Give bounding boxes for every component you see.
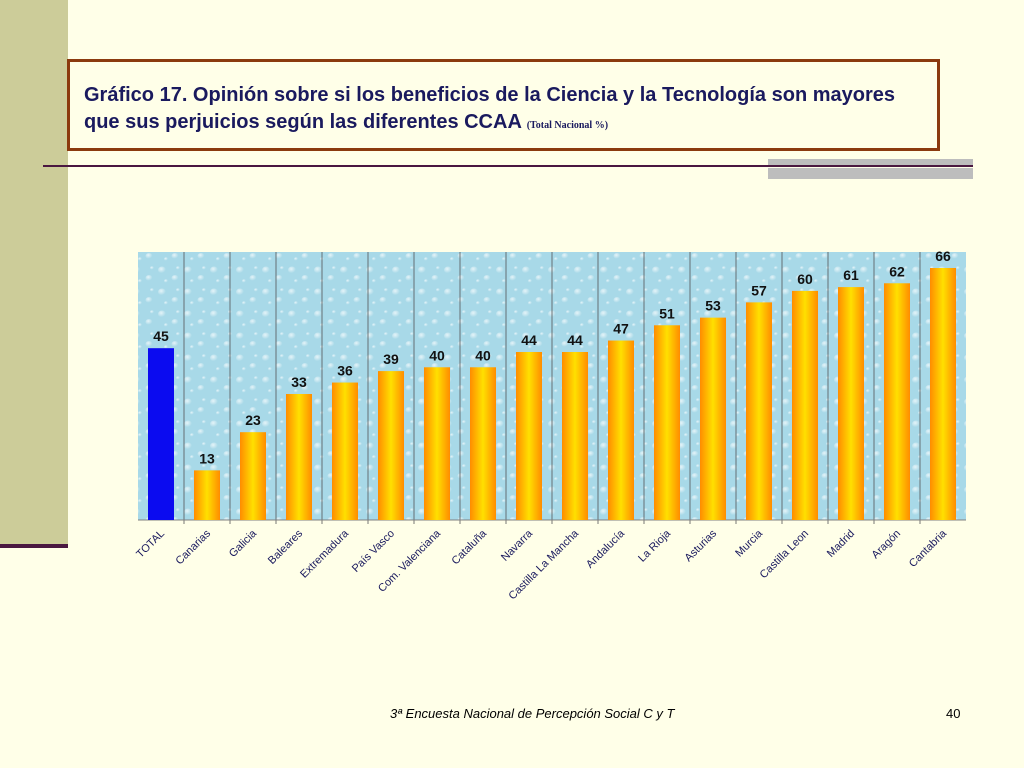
bar [148,348,174,520]
bar [378,371,404,520]
title-box: Gráfico 17. Opinión sobre si los benefic… [67,59,940,151]
title-note: (Total Nacional %) [526,120,609,131]
bar [286,394,312,520]
bar [700,317,726,520]
x-tick-label: Baleares [266,527,306,567]
data-label: 62 [889,263,905,279]
grid-lines [183,252,921,524]
data-label: 61 [843,267,859,283]
data-label: 36 [337,363,353,379]
bar [930,268,956,520]
page-number: 40 [946,706,961,721]
bar [654,325,680,520]
x-tick-label: Extremadura [298,527,352,581]
data-labels: 45 13 23 33 36 39 40 40 44 44 47 51 53 57 60 61 62 66 [153,248,951,466]
data-label: 40 [475,347,491,363]
bar [562,352,588,520]
x-tick-label: País Vasco [350,528,397,575]
side-decoration-band [0,0,68,546]
data-label: 47 [613,321,629,337]
x-tick-label: Madrid [825,528,857,560]
x-tick-labels: TOTAL Canarias Galicia BalearesExtremaduraP… [134,527,949,602]
data-label: 66 [935,248,951,264]
data-label: 51 [659,305,675,321]
data-label: 13 [199,450,215,466]
gray-decoration-bar-bottom [768,168,973,179]
bar [838,287,864,520]
x-tick-label: Murcia [733,527,765,559]
bar [470,367,496,520]
bar [884,283,910,520]
x-tick-label: Aragón [870,528,904,562]
data-label: 33 [291,374,307,390]
x-tick-label: Cantabria [907,527,950,570]
horizontal-rule [43,165,973,167]
bar [746,302,772,520]
data-label: 57 [751,282,767,298]
x-tick-label: Galicia [227,527,260,560]
footer-text: 3ª Encuesta Nacional de Percepción Socia… [390,706,675,721]
gray-decoration-bar-top [768,159,973,165]
data-label: 60 [797,271,813,287]
x-tick-label: Andalucía [584,527,628,571]
data-label: 40 [429,347,445,363]
bar [792,290,818,520]
slide-title: Gráfico 17. Opinión sobre si los benefic… [84,82,924,139]
slide-title-main: Gráfico 17. Opinión sobre si los benefic… [84,84,895,133]
data-label: 45 [153,328,169,344]
x-tick-label: Navarra [499,527,536,564]
data-label: 53 [705,298,721,314]
bar [424,367,450,520]
bar [516,352,542,520]
bar [240,432,266,520]
data-label: 39 [383,351,399,367]
data-label: 44 [521,332,537,348]
x-tick-label: Asturias [683,527,720,564]
x-tick-label: Castilla Leon [758,528,811,581]
x-tick-label: Canarias [174,527,214,567]
bar [332,382,358,520]
side-decoration-line [0,544,68,548]
x-tick-label: Cataluña [449,527,489,567]
x-tick-label: TOTAL [134,528,167,561]
bar [608,340,634,520]
bars [148,268,956,520]
x-tick-label: La Rioja [636,527,674,565]
data-label: 44 [567,332,583,348]
data-label: 23 [245,412,261,428]
bar [194,470,220,520]
